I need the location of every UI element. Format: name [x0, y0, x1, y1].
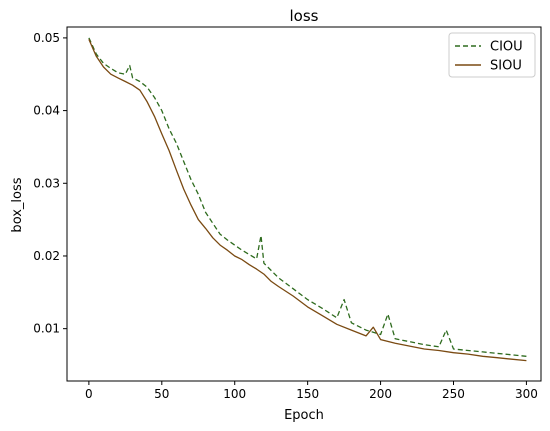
y-tick-label: 0.02 — [33, 249, 60, 263]
x-axis-label: Epoch — [284, 408, 324, 423]
x-axis: 0 50 100 150 200 250 300 — [85, 381, 538, 401]
series-layer — [88, 37, 527, 362]
y-axis-label: box_loss — [10, 177, 25, 232]
y-tick-label: 0.04 — [33, 104, 60, 118]
series-line-ciou — [88, 37, 527, 357]
y-tick-label: 0.03 — [33, 176, 60, 190]
x-tick-label: 0 — [85, 387, 93, 401]
legend-box — [448, 32, 536, 78]
x-tick-label: 200 — [369, 387, 392, 401]
x-tick-label: 150 — [296, 387, 319, 401]
y-tick-label: 0.05 — [33, 31, 60, 45]
chart-title: loss — [290, 7, 319, 25]
x-tick-label: 100 — [223, 387, 246, 401]
y-tick-label: 0.01 — [33, 322, 60, 336]
x-tick-label: 50 — [154, 387, 169, 401]
y-axis: 0.01 0.02 0.03 0.04 0.05 — [33, 31, 67, 336]
series-line-siou — [88, 39, 527, 362]
x-tick-label: 300 — [515, 387, 538, 401]
legend-label-siou: SIOU — [490, 59, 522, 74]
x-tick-label: 250 — [442, 387, 465, 401]
legend-label-ciou: CIOU — [490, 40, 523, 55]
legend: CIOU SIOU — [448, 32, 536, 78]
